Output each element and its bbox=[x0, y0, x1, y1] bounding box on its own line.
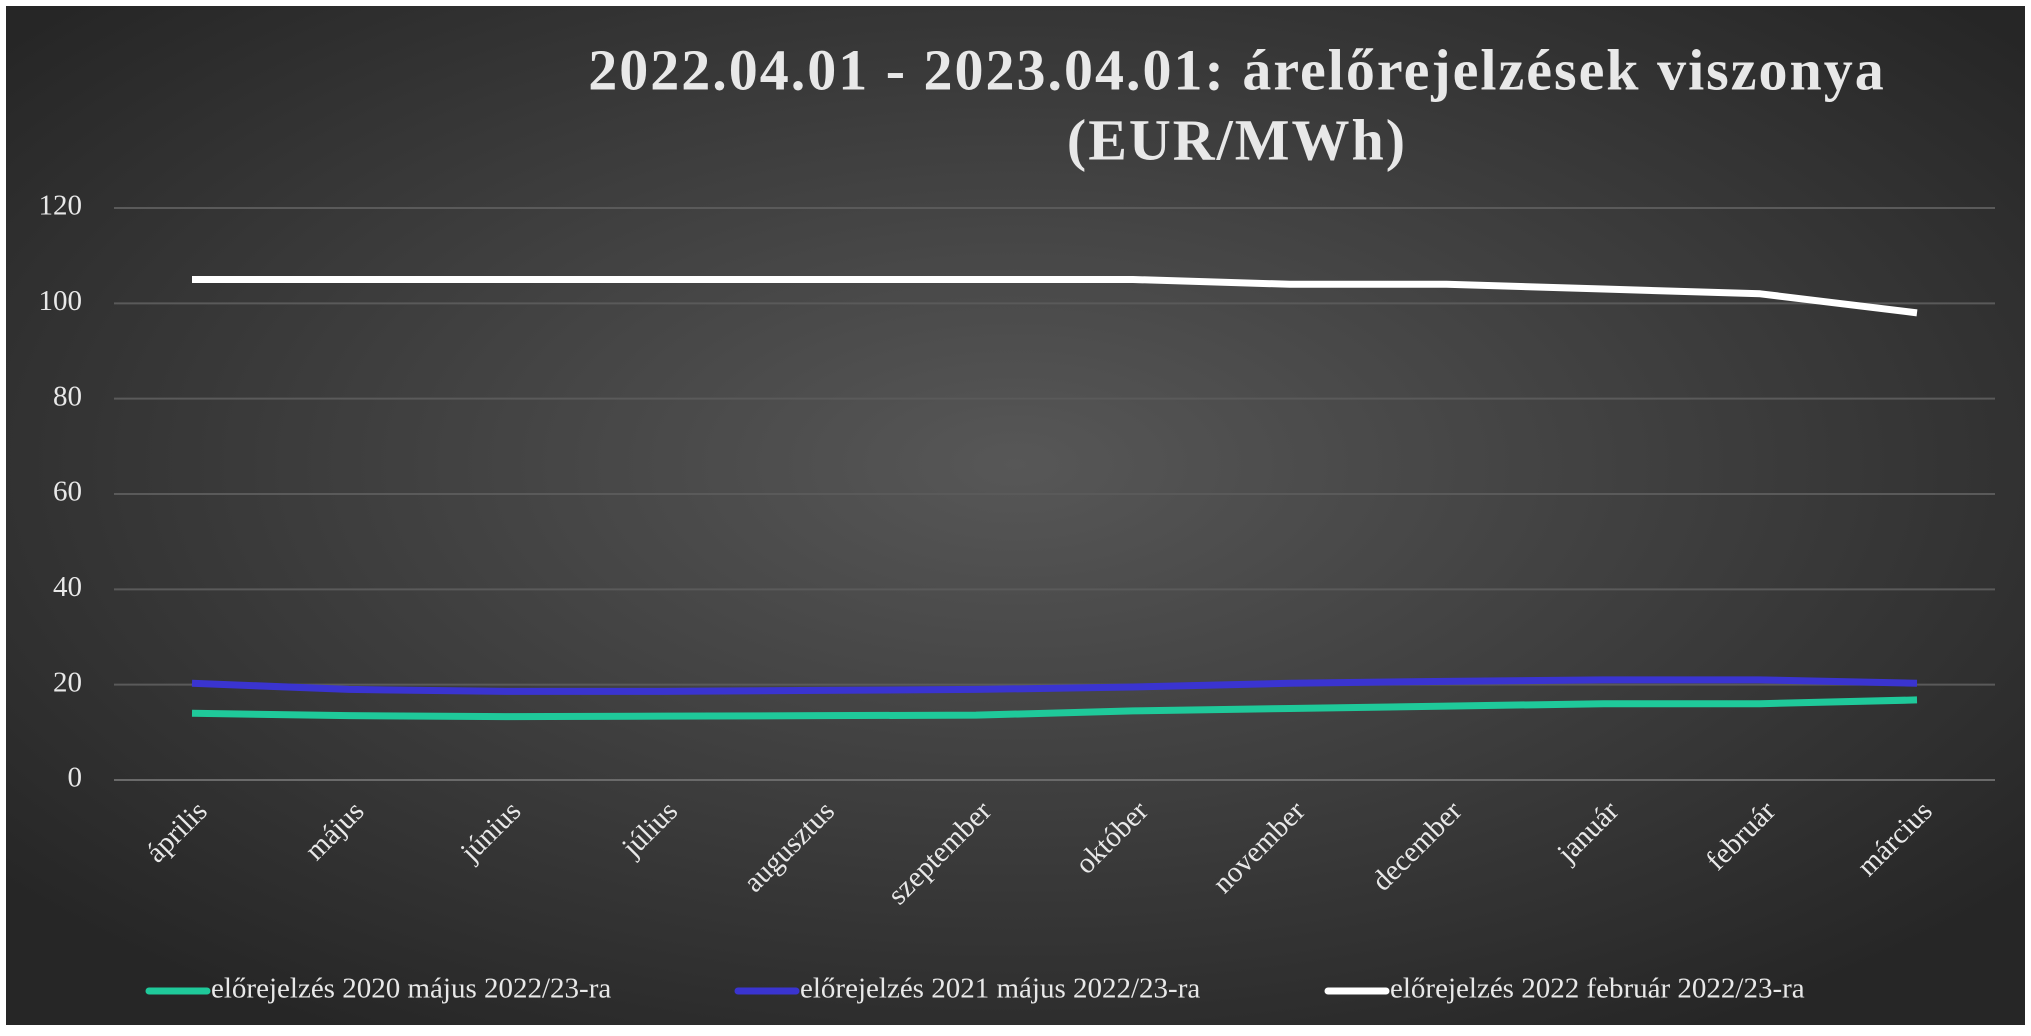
y-tick-label: 60 bbox=[53, 476, 82, 508]
y-tick-label: 0 bbox=[68, 762, 83, 794]
y-tick-label: 100 bbox=[39, 285, 83, 317]
y-tick-label: 20 bbox=[53, 666, 82, 698]
series-line bbox=[191, 696, 1918, 721]
series-line bbox=[191, 676, 1918, 695]
chart-title: 2022.04.01 - 2023.04.01: árelőrejelzések… bbox=[588, 37, 1886, 102]
series-line bbox=[192, 276, 1918, 317]
y-tick-label: 40 bbox=[53, 571, 82, 603]
y-tick-label: 80 bbox=[53, 380, 82, 412]
legend-label: előrejelzés 2021 május 2022/23-ra bbox=[800, 973, 1200, 1005]
chart-title: (EUR/MWh) bbox=[1067, 107, 1407, 172]
background bbox=[6, 6, 2025, 1025]
legend-label: előrejelzés 2022 február 2022/23-ra bbox=[1390, 973, 1805, 1005]
legend-label: előrejelzés 2020 május 2022/23-ra bbox=[211, 973, 611, 1005]
y-tick-label: 120 bbox=[39, 190, 83, 222]
